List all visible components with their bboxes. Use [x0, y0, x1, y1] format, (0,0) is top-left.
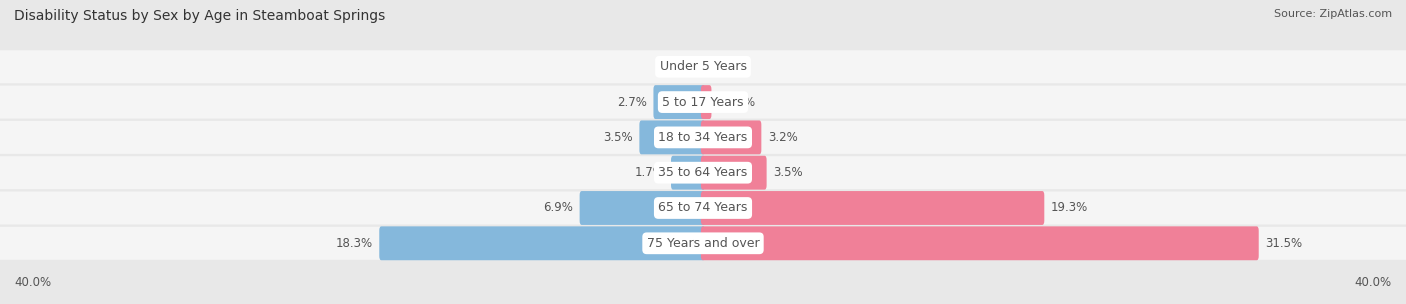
FancyBboxPatch shape: [640, 120, 706, 154]
Text: 18.3%: 18.3%: [336, 237, 373, 250]
FancyBboxPatch shape: [579, 191, 706, 225]
Text: 75 Years and over: 75 Years and over: [647, 237, 759, 250]
Text: 65 to 74 Years: 65 to 74 Years: [658, 202, 748, 215]
FancyBboxPatch shape: [700, 120, 762, 154]
Text: Disability Status by Sex by Age in Steamboat Springs: Disability Status by Sex by Age in Steam…: [14, 9, 385, 23]
FancyBboxPatch shape: [0, 50, 1406, 83]
Text: 3.5%: 3.5%: [773, 166, 803, 179]
FancyBboxPatch shape: [0, 121, 1406, 154]
Text: 35 to 64 Years: 35 to 64 Years: [658, 166, 748, 179]
Text: 0.0%: 0.0%: [721, 60, 751, 73]
Text: 40.0%: 40.0%: [1355, 276, 1392, 289]
Text: 40.0%: 40.0%: [14, 276, 51, 289]
Text: Under 5 Years: Under 5 Years: [659, 60, 747, 73]
Text: 2.7%: 2.7%: [617, 95, 647, 109]
Text: 5 to 17 Years: 5 to 17 Years: [662, 95, 744, 109]
Text: 0.36%: 0.36%: [718, 95, 755, 109]
Text: 0.0%: 0.0%: [655, 60, 686, 73]
Text: Source: ZipAtlas.com: Source: ZipAtlas.com: [1274, 9, 1392, 19]
FancyBboxPatch shape: [0, 227, 1406, 260]
FancyBboxPatch shape: [654, 85, 706, 119]
Text: 3.2%: 3.2%: [768, 131, 797, 144]
FancyBboxPatch shape: [700, 191, 1045, 225]
FancyBboxPatch shape: [0, 156, 1406, 189]
Text: 19.3%: 19.3%: [1052, 202, 1088, 215]
FancyBboxPatch shape: [0, 192, 1406, 225]
FancyBboxPatch shape: [671, 156, 706, 190]
Text: 18 to 34 Years: 18 to 34 Years: [658, 131, 748, 144]
Text: 3.5%: 3.5%: [603, 131, 633, 144]
FancyBboxPatch shape: [700, 226, 1258, 260]
Text: 6.9%: 6.9%: [543, 202, 574, 215]
FancyBboxPatch shape: [700, 85, 711, 119]
Text: 1.7%: 1.7%: [634, 166, 665, 179]
FancyBboxPatch shape: [0, 85, 1406, 119]
Text: 31.5%: 31.5%: [1265, 237, 1302, 250]
FancyBboxPatch shape: [380, 226, 704, 260]
FancyBboxPatch shape: [700, 156, 766, 190]
